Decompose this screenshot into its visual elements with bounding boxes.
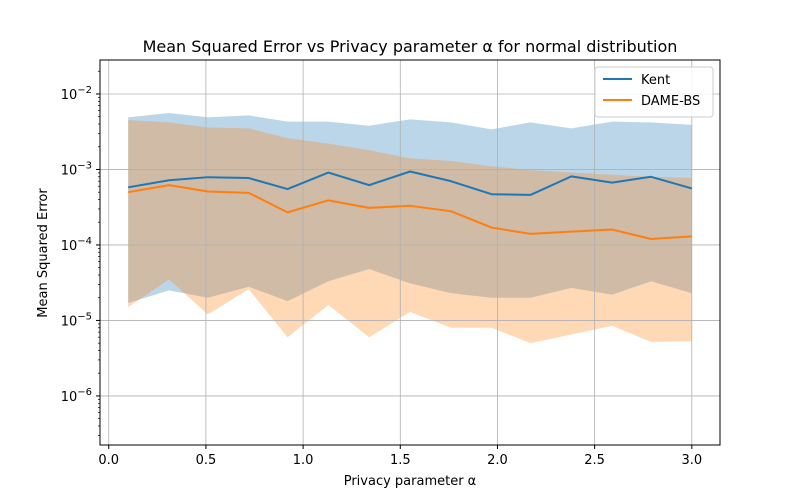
y-axis-ticks: 10−2 10−3 10−4 10−5 10−6 [61,70,100,436]
band-kent [128,112,692,304]
chart-title: Mean Squared Error vs Privacy parameter … [143,37,678,56]
series-line-kent [128,170,693,196]
x-tick-label: 2.5 [584,453,605,468]
legend: Kent DAME-BS [594,66,714,118]
y-tick-label: 10−6 [61,387,92,405]
y-tick-label: 10−4 [61,236,92,254]
y-tick-label: 10−5 [61,311,92,329]
y-tick-label: 10−3 [61,160,92,178]
x-axis-label: Privacy parameter α [344,474,477,489]
band-dame-bs [128,120,692,344]
x-tick-label: 3.0 [681,453,702,468]
series-lines [128,170,693,240]
x-tick-label: 1.0 [293,453,314,468]
x-axis-ticks: 0.0 0.5 1.0 1.5 2.0 2.5 3.0 [98,445,702,468]
x-tick-label: 2.0 [487,453,508,468]
x-tick-label: 1.5 [390,453,411,468]
x-tick-label: 0.5 [196,453,217,468]
legend-label-dame-bs: DAME-BS [641,94,700,109]
y-tick-label: 10−2 [61,85,92,103]
confidence-bands [128,112,692,344]
series-line-dame-bs [128,184,692,240]
plot-area [99,59,721,446]
grid-lines [100,60,720,445]
x-tick-label: 0.0 [98,453,119,468]
legend-label-kent: Kent [641,73,670,88]
y-axis-label: Mean Squared Error [36,188,51,318]
